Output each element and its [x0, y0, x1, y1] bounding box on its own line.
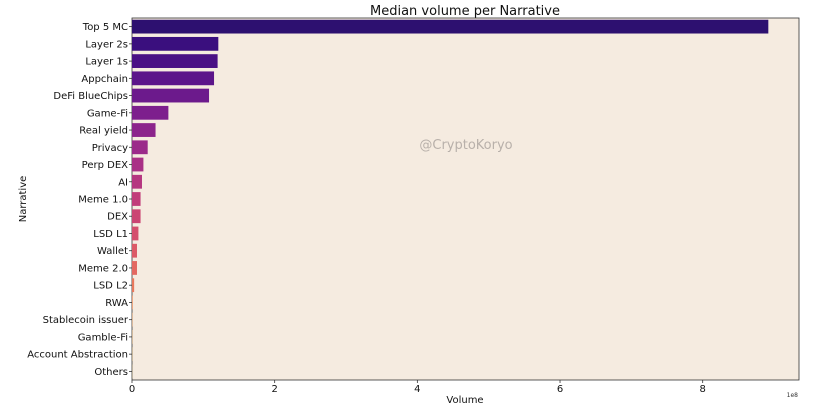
y-tick-label: Gamble-Fi [78, 332, 128, 343]
bar [132, 174, 142, 189]
y-tick-label: RWA [105, 298, 128, 309]
y-tick-label: Meme 1.0 [78, 195, 128, 206]
bars-group [132, 19, 769, 379]
bar [132, 71, 215, 86]
bar [132, 278, 135, 293]
x-tick-label: 6 [557, 384, 563, 395]
y-tick-label: LSD L2 [93, 281, 128, 292]
bar [132, 209, 141, 224]
bar [132, 243, 137, 258]
y-tick-label: Game-Fi [87, 108, 128, 119]
bar [132, 105, 169, 120]
y-tick-label: AI [118, 177, 128, 188]
x-scale-note: 1e8 [787, 392, 799, 399]
y-tick-label: Wallet [97, 246, 128, 257]
y-tick-label: Appchain [81, 74, 128, 85]
y-tick-label: Account Abstraction [27, 350, 128, 361]
plot-area [131, 17, 800, 381]
x-tick-label: 2 [271, 384, 277, 395]
x-axis-label: Volume [446, 395, 483, 406]
bar [132, 123, 156, 137]
y-axis-label: Narrative [18, 176, 29, 223]
x-tick-label: 0 [129, 384, 135, 395]
y-tick-labels: Top 5 MC Layer 2s Layer 1s Appchain DeFi Blu… [27, 22, 132, 378]
y-tick-label: Meme 2.0 [78, 263, 128, 274]
bar [132, 140, 148, 155]
y-tick-label: Stablecoin issuer [43, 315, 129, 326]
y-tick-label: Layer 1s [85, 57, 128, 68]
bar [132, 261, 137, 275]
y-tick-label: Perp DEX [82, 160, 128, 171]
watermark-text: @CryptoKoryo [419, 138, 512, 153]
bar [132, 226, 139, 241]
bar [132, 295, 133, 310]
y-tick-label: Others [94, 367, 128, 378]
bar [132, 36, 219, 51]
bar [132, 88, 210, 103]
bar [132, 192, 141, 206]
bar [132, 157, 144, 172]
y-tick-label: DeFi BlueChips [53, 91, 128, 102]
x-ticks: 0 2 4 6 8 [129, 380, 706, 395]
bar [132, 54, 218, 68]
y-tick-label: DEX [107, 212, 128, 223]
y-tick-label: Real yield [79, 126, 128, 137]
bar [132, 19, 769, 34]
y-tick-label: Top 5 MC [82, 22, 128, 33]
y-tick-label: Layer 2s [85, 39, 128, 50]
x-tick-label: 8 [700, 384, 706, 395]
y-tick-label: LSD L1 [93, 229, 128, 240]
x-tick-label: 4 [414, 384, 420, 395]
chart-title: Median volume per Narrative [370, 4, 560, 19]
y-tick-label: Privacy [92, 143, 128, 154]
